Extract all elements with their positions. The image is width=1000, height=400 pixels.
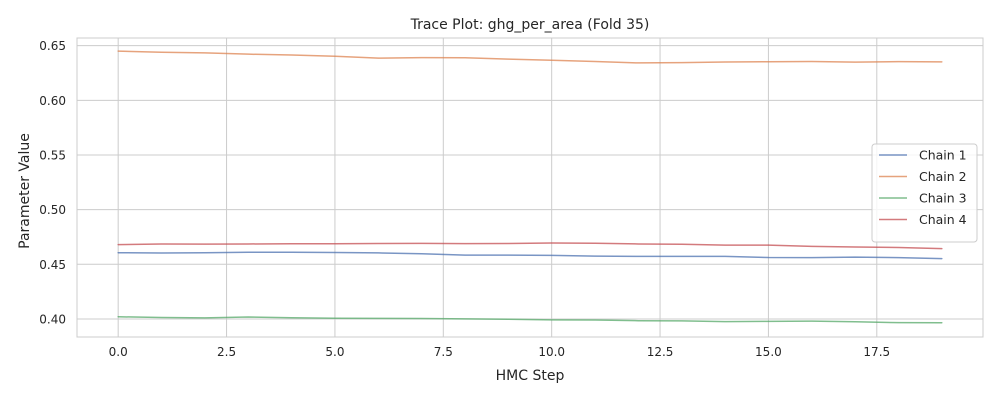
y-axis-ticks: 0.40 0.45 0.50 0.55 0.60 0.65	[39, 39, 66, 326]
x-tick-label: 17.5	[863, 345, 890, 359]
x-tick-label: 12.5	[647, 345, 674, 359]
x-axis-title: HMC Step	[496, 368, 565, 384]
y-tick-label: 0.55	[39, 148, 66, 162]
y-tick-label: 0.45	[39, 258, 66, 272]
x-tick-label: 7.5	[434, 345, 453, 359]
y-tick-label: 0.50	[39, 203, 66, 217]
series-lines	[117, 50, 943, 324]
series-line-chain-2	[117, 50, 943, 64]
legend-entries: Chain 1 Chain 2 Chain 3 Chain 4	[879, 148, 967, 227]
x-axis-ticks: 0.0 2.5 5.0 7.5 10.0 12.5 15.0 17.5	[109, 345, 891, 359]
legend-box	[871, 143, 978, 243]
y-tick-label: 0.65	[39, 39, 66, 53]
series-line-chain-3	[117, 316, 943, 324]
series-line-chain-1	[117, 251, 943, 260]
legend-label-chain-4: Chain 4	[919, 212, 967, 227]
x-tick-label: 10.0	[538, 345, 565, 359]
legend: Chain 1 Chain 2 Chain 3 Chain 4	[871, 143, 978, 243]
y-tick-label: 0.60	[39, 94, 66, 108]
x-tick-label: 15.0	[755, 345, 782, 359]
series-line-chain-4	[117, 242, 943, 250]
legend-label-chain-1: Chain 1	[919, 148, 967, 163]
y-tick-label: 0.40	[39, 312, 66, 326]
plot-frame	[76, 37, 984, 338]
x-tick-label: 2.5	[217, 345, 236, 359]
gridlines	[77, 38, 983, 337]
x-tick-label: 0.0	[109, 345, 128, 359]
x-tick-label: 5.0	[325, 345, 344, 359]
legend-label-chain-3: Chain 3	[919, 191, 967, 206]
legend-label-chain-2: Chain 2	[919, 169, 967, 184]
y-axis-title: Parameter Value	[17, 133, 33, 249]
chart-title: Trace Plot: ghg_per_area (Fold 35)	[410, 17, 650, 33]
